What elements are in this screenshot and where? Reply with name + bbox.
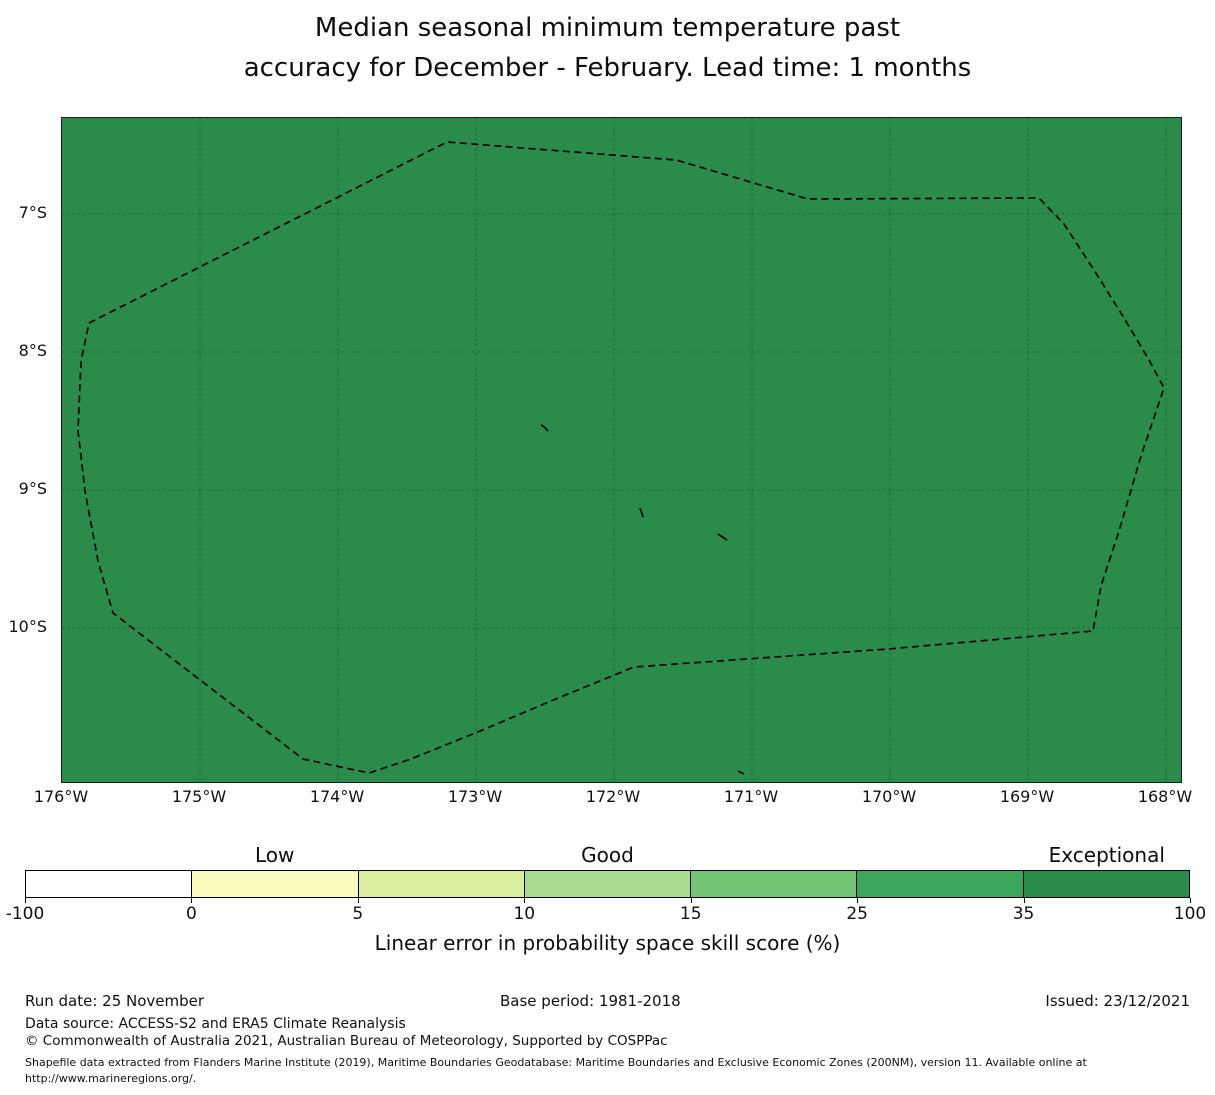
colorbar-tick-label: 0 (186, 904, 197, 924)
x-tick-label: 168°W (1137, 787, 1193, 806)
eez-dashed-boundary (77, 141, 1165, 774)
data-source-text: Data source: ACCESS-S2 and ERA5 Climate … (25, 1016, 406, 1032)
colorbar (25, 870, 1190, 898)
colorbar-tickmark (25, 898, 26, 903)
colorbar-category-labels: Low Good Exceptional (0, 843, 1215, 867)
colorbar-segment (357, 871, 524, 897)
colorbar-tickmark (1190, 898, 1191, 903)
colorbar-category-label-exceptional: Exceptional (1048, 843, 1165, 867)
colorbar-tick-label: 35 (1012, 904, 1035, 924)
colorbar-tick-label: 25 (846, 904, 868, 924)
colorbar-category-label-good: Good (581, 843, 634, 867)
x-tick-label: 169°W (999, 787, 1055, 806)
y-tick-label: 8°S (18, 341, 47, 360)
base-period-text: Base period: 1981-2018 (500, 992, 681, 1010)
run-date-text: Run date: 25 November (25, 992, 205, 1010)
y-tick-label: 10°S (8, 617, 47, 636)
colorbar-tickmark (524, 898, 526, 903)
map-gridlines (62, 118, 1181, 782)
chart-title-line2: accuracy for December - February. Lead t… (243, 53, 972, 83)
colorbar-tickmark (191, 898, 193, 903)
colorbar-tick-label: -100 (5, 904, 45, 924)
x-tick-label: 172°W (585, 787, 641, 806)
colorbar-segment (26, 871, 192, 897)
colorbar-tick-label: 15 (679, 904, 702, 924)
colorbar-axis-label: Linear error in probability space skill … (374, 931, 841, 955)
colorbar-tickmark (357, 898, 359, 903)
colorbar-tickmark (1023, 898, 1025, 903)
x-tick-label: 170°W (861, 787, 917, 806)
map-canvas (62, 118, 1181, 782)
colorbar-tick-label: 100 (1173, 904, 1207, 924)
chart-title-line1: Median seasonal minimum temperature past (314, 13, 901, 43)
island-mark (540, 424, 549, 432)
map-area (61, 117, 1182, 783)
y-tick-label: 9°S (18, 479, 47, 498)
island-marks (540, 424, 745, 775)
y-tick-label: 7°S (18, 203, 47, 222)
colorbar-tick-label: 5 (352, 904, 364, 924)
colorbar-ticks: -100 0 5 10 15 25 35 100 (6, 898, 1206, 928)
colorbar-tick-label: 10 (513, 904, 536, 924)
x-tick-label: 175°W (171, 787, 227, 806)
colorbar-segment (690, 871, 857, 897)
chart-title: Median seasonal minimum temperature past… (0, 8, 1215, 88)
colorbar-segment (191, 871, 358, 897)
x-tick-label: 171°W (723, 787, 779, 806)
x-tick-label: 176°W (33, 787, 89, 806)
colorbar-segment (856, 871, 1023, 897)
island-mark (639, 507, 644, 518)
copyright-text: © Commonwealth of Australia 2021, Austra… (25, 1033, 668, 1049)
island-mark (717, 533, 728, 541)
x-tick-label: 174°W (309, 787, 365, 806)
colorbar-segment (1022, 871, 1189, 897)
colorbar-category-label-low: Low (254, 843, 295, 867)
x-tick-label: 173°W (447, 787, 503, 806)
colorbar-tickmark (690, 898, 692, 903)
colorbar-segment (523, 871, 691, 897)
colorbar-tickmark (857, 898, 859, 903)
island-mark (737, 770, 745, 775)
shapefile-note-text: Shapefile data extracted from Flanders M… (25, 1056, 1087, 1085)
issued-date-text: Issued: 23/12/2021 (1045, 992, 1190, 1010)
